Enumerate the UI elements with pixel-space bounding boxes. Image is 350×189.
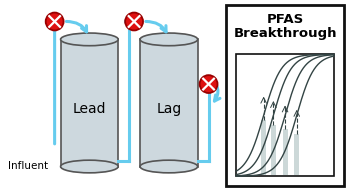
Bar	[236, 54, 334, 177]
Bar	[294, 134, 299, 175]
Circle shape	[125, 12, 143, 30]
Ellipse shape	[61, 160, 118, 173]
FancyBboxPatch shape	[140, 39, 198, 167]
Ellipse shape	[140, 33, 198, 46]
Text: Lag: Lag	[156, 102, 182, 116]
Bar	[282, 129, 288, 175]
Ellipse shape	[61, 33, 118, 46]
Text: Influent: Influent	[8, 160, 48, 170]
Bar	[226, 5, 344, 186]
Text: Breakthrough: Breakthrough	[233, 27, 337, 40]
FancyBboxPatch shape	[61, 39, 118, 167]
Circle shape	[46, 12, 64, 30]
Text: Lead: Lead	[73, 102, 106, 116]
Text: PFAS: PFAS	[266, 13, 304, 26]
Bar	[261, 120, 266, 175]
Bar	[271, 125, 276, 175]
Ellipse shape	[140, 160, 198, 173]
Circle shape	[199, 75, 217, 93]
